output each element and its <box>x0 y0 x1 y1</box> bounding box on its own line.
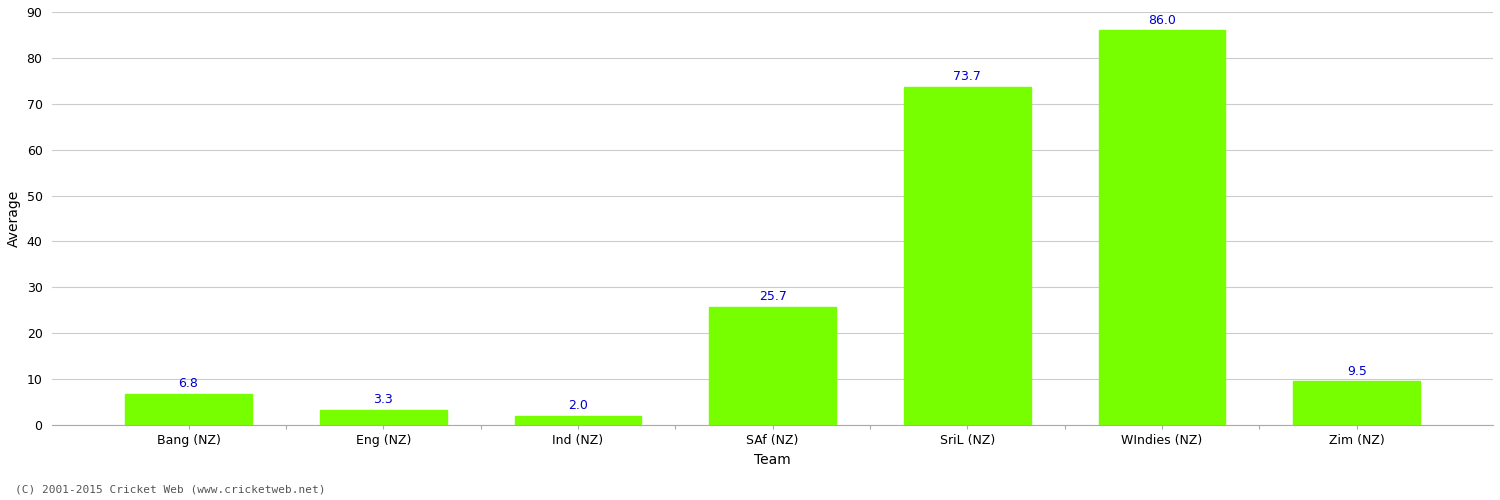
Bar <box>1100 30 1226 425</box>
Bar <box>320 410 447 425</box>
Bar <box>1293 382 1420 425</box>
Bar <box>710 307 836 425</box>
Text: 2.0: 2.0 <box>568 399 588 412</box>
Text: 6.8: 6.8 <box>178 377 198 390</box>
Text: 86.0: 86.0 <box>1148 14 1176 26</box>
Bar <box>514 416 640 425</box>
Text: 9.5: 9.5 <box>1347 364 1366 378</box>
Text: (C) 2001-2015 Cricket Web (www.cricketweb.net): (C) 2001-2015 Cricket Web (www.cricketwe… <box>15 485 326 495</box>
Text: 3.3: 3.3 <box>374 393 393 406</box>
Text: 73.7: 73.7 <box>954 70 981 83</box>
Bar <box>904 87 1030 425</box>
Y-axis label: Average: Average <box>8 190 21 247</box>
Bar <box>124 394 252 425</box>
X-axis label: Team: Team <box>754 452 790 466</box>
Text: 25.7: 25.7 <box>759 290 786 304</box>
